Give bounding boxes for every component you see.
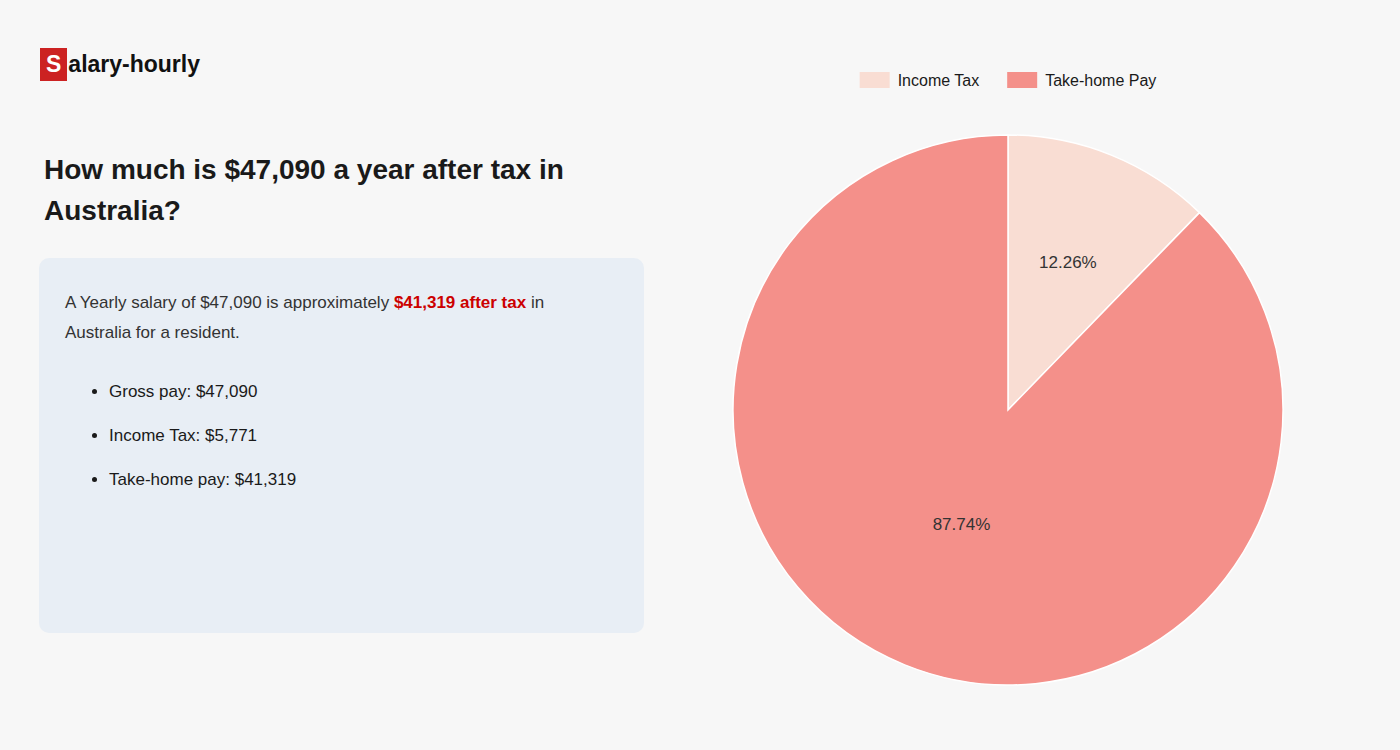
legend-label: Income Tax: [898, 72, 980, 89]
bullet-list: Gross pay: $47,090 Income Tax: $5,771 Take…: [65, 382, 618, 490]
info-box: A Yearly salary of $47,090 is approximat…: [39, 258, 644, 633]
bullet-item: Gross pay: $47,090: [109, 382, 618, 402]
pie-chart: 12.26% 87.74% Income Tax Take-home Pay: [672, 0, 1400, 750]
logo: Salary-hourly: [40, 48, 200, 81]
bullet-item: Take-home pay: $41,319: [109, 470, 618, 490]
data-labels: 12.26% 87.74%: [933, 253, 1097, 534]
data-label: 12.26%: [1039, 253, 1097, 272]
legend: Income Tax Take-home Pay: [860, 72, 1157, 89]
bullet-item: Income Tax: $5,771: [109, 426, 618, 446]
info-panel: Salary-hourly How much is $47,090 a year …: [0, 0, 672, 750]
legend-swatch: [860, 72, 890, 88]
chart-panel: 12.26% 87.74% Income Tax Take-home Pay: [672, 0, 1400, 750]
pie-slice: [733, 135, 1283, 685]
legend-swatch: [1007, 72, 1037, 88]
logo-text: alary-hourly: [68, 51, 200, 78]
title: How much is $47,090 a year after tax in …: [44, 150, 659, 231]
info-text-highlight: $41,319 after tax: [394, 293, 526, 312]
slices: [733, 135, 1283, 685]
info-text-line2: Australia for a resident.: [65, 323, 240, 342]
legend-label: Take-home Pay: [1045, 72, 1156, 89]
info-text: A Yearly salary of $47,090 is approximat…: [65, 288, 618, 348]
info-text-normal: A Yearly salary of $47,090 is approximat…: [65, 293, 394, 312]
logo-box: S: [40, 48, 67, 81]
info-text-end: in: [526, 293, 544, 312]
data-label: 87.74%: [933, 515, 991, 534]
